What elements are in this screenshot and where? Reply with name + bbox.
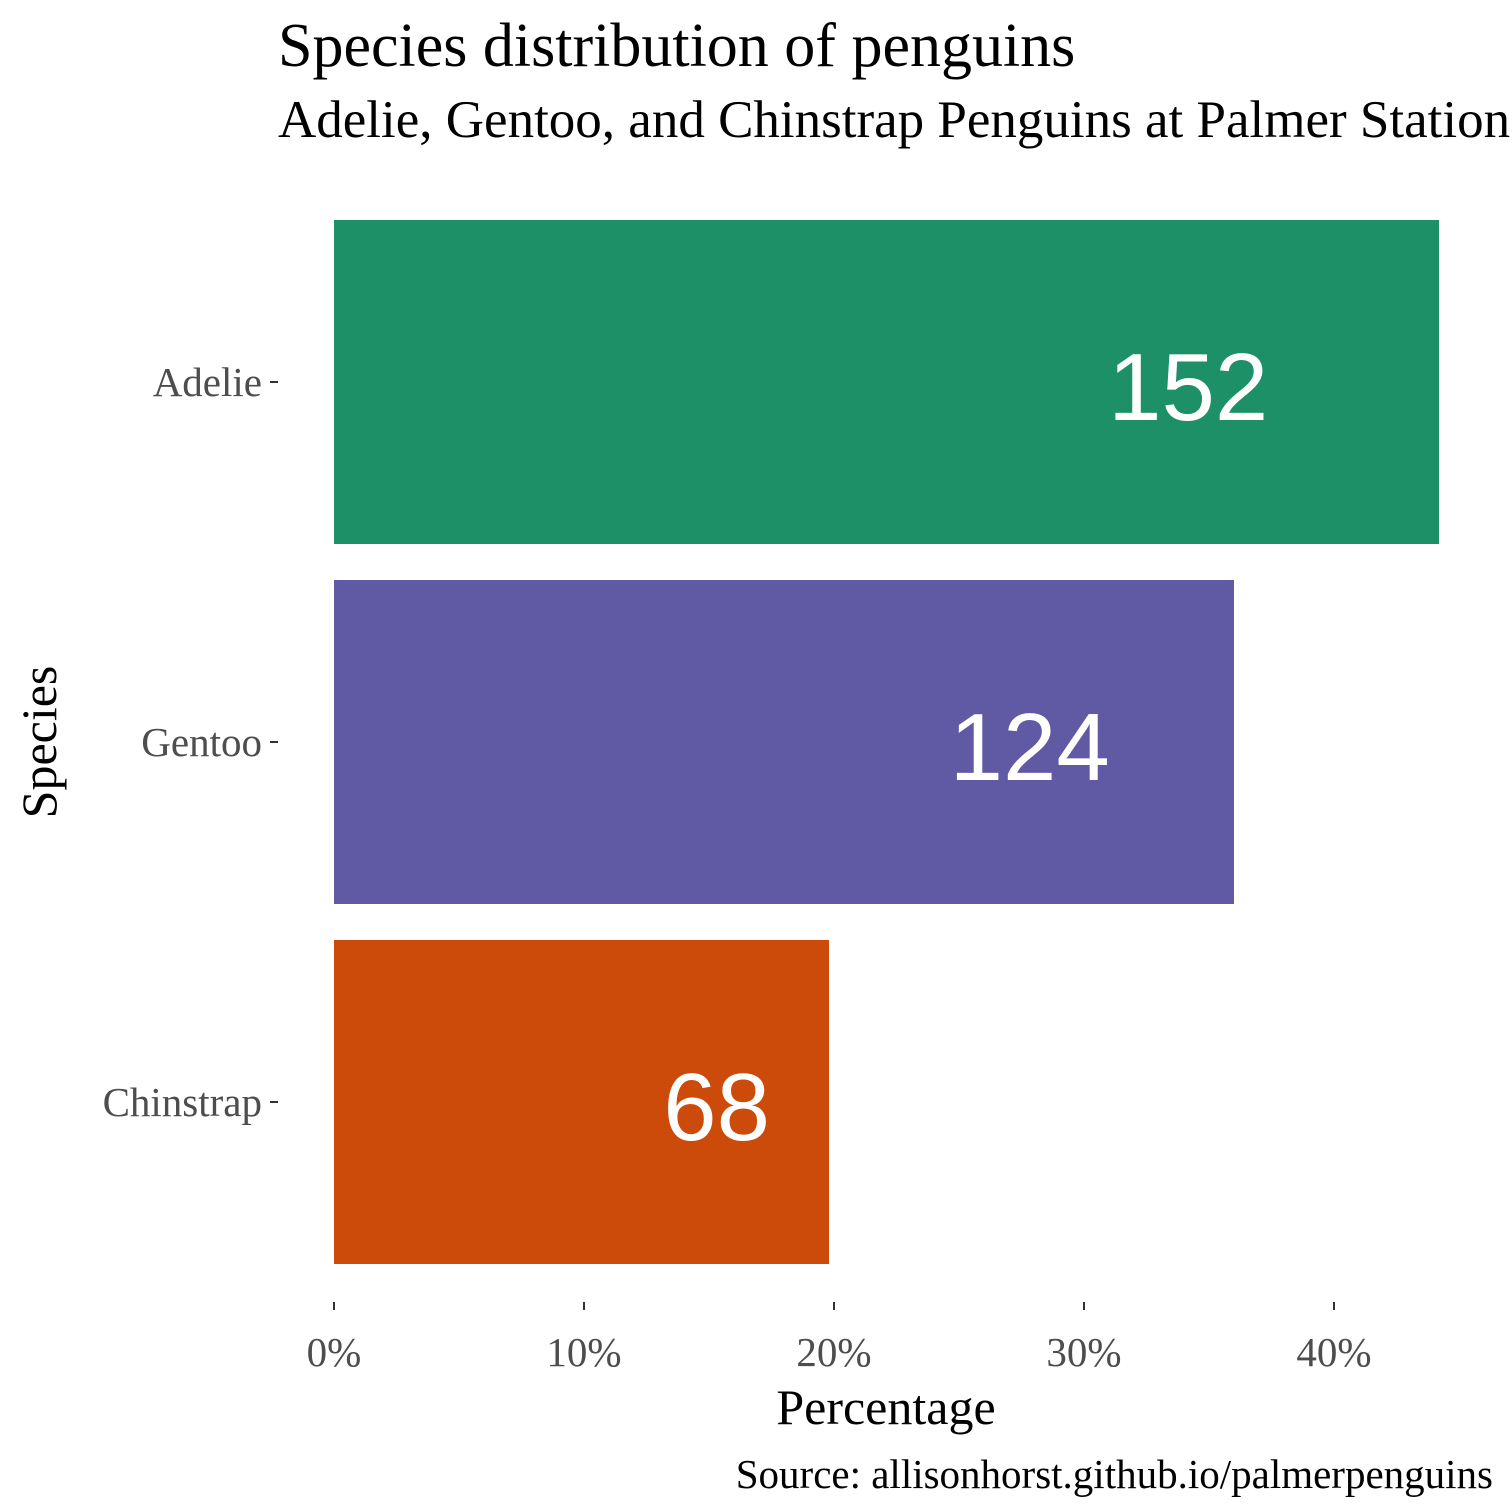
x-tick-label-0: 0% [307,1329,362,1375]
bars-layer [334,220,1439,1264]
count-label-chinstrap: 68 [663,1054,770,1161]
x-axis: 0% 10% 20% 30% 40% [307,1302,1372,1375]
x-axis-title: Percentage [776,1379,995,1435]
y-tick-label-gentoo: Gentoo [141,719,262,765]
y-axis-title: Species [11,666,67,819]
count-label-adelie: 152 [1108,334,1268,441]
y-tick-label-chinstrap: Chinstrap [103,1079,262,1125]
bar-gentoo [334,580,1234,904]
count-label-gentoo: 124 [950,694,1110,801]
x-tick-label-4: 40% [1296,1329,1371,1375]
x-tick-label-2: 20% [796,1329,871,1375]
chart-subtitle: Adelie, Gentoo, and Chinstrap Penguins a… [278,91,1510,149]
bar-chinstrap [334,940,829,1264]
x-tick-label-3: 30% [1046,1329,1121,1375]
chart-caption: Source: allisonhorst.github.io/palmerpen… [736,1451,1493,1497]
y-tick-label-adelie: Adelie [153,359,262,405]
x-tick-label-1: 10% [546,1329,621,1375]
count-labels-layer: 152 124 68 [663,334,1268,1161]
bar-adelie [334,220,1439,544]
chart-title: Species distribution of penguins [278,12,1075,80]
y-axis: Adelie Gentoo Chinstrap [103,359,278,1125]
